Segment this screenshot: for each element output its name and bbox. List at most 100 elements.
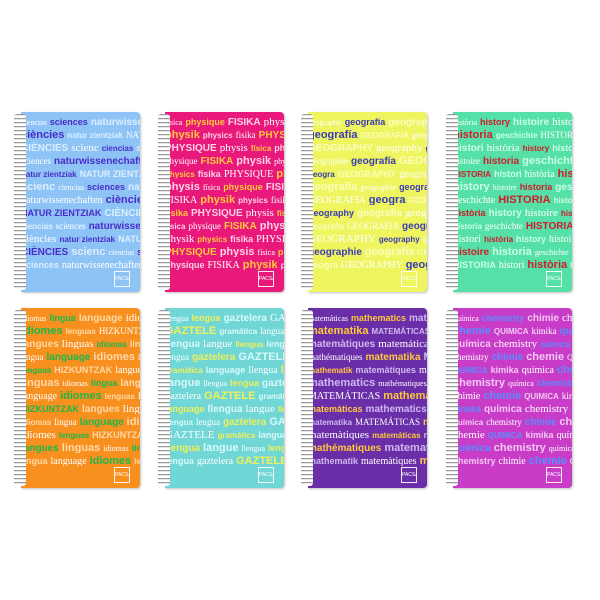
cover-word: physics [280,261,284,270]
cover-word: HIZKUNTZAK [92,430,140,440]
cover-word: ciencias [21,222,53,231]
word-line: matemáticasmathematicsmathématiquesmatem… [308,310,427,323]
cover-word: GAZTELE [236,455,284,466]
cover-word: MATEMÁTICAS [424,351,427,362]
cover-word: linguas [21,377,60,388]
cover-word: lingua [90,378,118,388]
cover-word: lingua [129,339,140,349]
cover-word: fisika [230,234,254,244]
cover-word: histoire [524,207,558,218]
cover-word: MATEMÁTICAS [371,327,427,336]
cover-word: geogra [308,170,335,179]
cover-word: sciences [49,117,88,127]
notebook-cover: geographygeografiageographiegeografíageo… [308,112,427,292]
cover-word: HISTORIA [498,194,551,205]
cover-word: història [524,169,555,179]
cover-word: language [46,352,91,362]
cover-word: chemistry [453,377,505,388]
cover-word: història [453,118,477,127]
cover-words: geographygeografiageographiegeografíageo… [308,114,427,270]
cover-word: natur zientziak [67,131,123,140]
cover-word: physik [242,259,278,270]
word-line: mathematicsmathématiquesmatematikaMATEMÁ… [308,375,427,388]
cover-word: GAZTELE [269,416,284,427]
cover-word: GEOGRAPHY [341,260,403,270]
cover-word: PHYSIQUE [191,208,243,218]
cover-word: CIÈNCIES [104,208,140,218]
cover-word: langues [115,365,140,375]
cover-word: física [250,144,272,153]
cover-word: idiomes [21,325,63,336]
cover-word: kimika [531,326,557,336]
cover-word: language [21,391,58,401]
cover-word: chemistry [493,442,546,453]
cover-word: matemàtiques [355,365,416,375]
cover-word: química [453,339,491,349]
cover-word: matemàtiques [308,429,370,440]
notebook-cover: físicaphysiqueFISIKAphysikphysikphysicsf… [165,112,284,292]
cover-word: natur zientziak [59,235,116,244]
cover-word: ciències [105,194,140,205]
cover-words: cienciassciencesnaturwissenechaftenciènc… [21,114,140,270]
cover-word: language [205,365,246,375]
cover-word: llengua [235,340,264,349]
word-line: gramáticalanguagellengualangue [165,362,284,375]
cover-word: scienc [71,142,99,153]
cover-word: FISIKA [165,195,198,205]
cover-word: historia [453,222,482,231]
cover-word: QUIMICA [570,457,572,466]
cover-word: gaztelera [197,456,234,466]
cover-word: matemáticas [372,431,421,440]
word-line: GAZTELEgramáticalanguagellengua [165,427,284,440]
word-line: scienccienciassciencesnaturwissenechafte… [21,179,140,192]
word-line: linguasidiomaslingualanguage [21,375,140,388]
cover-word: histori [553,196,572,205]
cover-word: FISIKA [227,117,261,127]
cover-word: historia [453,129,493,140]
word-line: cienciassciencesnaturwissenechaftenciènc… [21,218,140,231]
cover-word: química [484,404,522,414]
cover-word: geografia [422,234,427,244]
cover-word: kimika [525,430,554,440]
word-line: gazteleraGAZTELEgramáticalanguage [165,388,284,401]
word-line: GEOGRAFIAgeograGEOGRAPHYgeography [308,192,427,205]
cover-word: histoire [453,247,490,257]
brand-logo: PACSA [401,271,417,287]
cover-word: idiomes [125,312,140,323]
word-line: llengualenguagazteleraGAZTELE [165,310,284,323]
cover-word: llengua [165,314,189,323]
cover-word: chemie [528,455,567,466]
word-line: CIÈNCIESscienccienciassciences [21,244,140,257]
brand-logo: PACSA [114,467,130,483]
cover-word: language [78,313,123,323]
cover-word: sciences [21,156,51,166]
cover-word: chemie [559,416,572,427]
cover-word: kimika [453,404,482,414]
cover-word: gaztelera [223,417,267,427]
cover-word: GAZTELE [165,429,215,440]
cover-word: gramática [219,327,258,336]
cover-word: geografía [364,246,415,257]
cover-word: PHYSIQUE [256,234,284,244]
word-line: matemàtiquesmatemáticasmathematicsmathém… [308,427,427,440]
cover-word: fisika [197,169,221,179]
cover-word: historia [552,116,572,127]
cover-word: history [480,117,511,127]
cover-word: matematika [308,325,369,336]
cover-words: físicaphysiqueFISIKAphysikphysikphysicsf… [165,114,284,270]
cover-word: gaztelera [223,313,267,323]
cover-word: MATEMÁTICAS [308,391,381,401]
cover-word: lenguas [21,366,52,375]
cover-word: geography [376,142,423,153]
cover-word: langues [21,339,59,349]
spiral-binding [158,310,170,486]
cover-word: QUIMICA [493,327,529,336]
cover-word: llengua [277,405,284,414]
cover-word: FISIKA [200,156,234,166]
cover-word: química [571,405,572,414]
